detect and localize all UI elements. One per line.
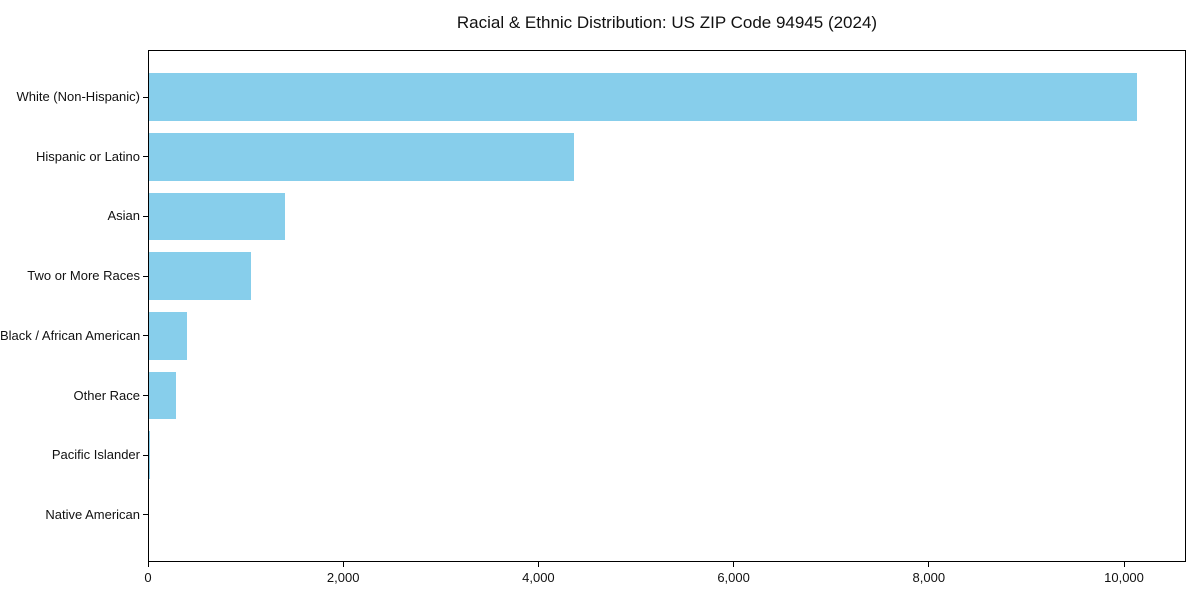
bar-black-african-american [149, 311, 188, 360]
bar-hispanic-or-latino [149, 132, 575, 181]
x-tick [147, 562, 149, 567]
y-tick [143, 275, 148, 277]
y-tick [143, 215, 148, 217]
bar-white-non-hispanic [149, 73, 1137, 121]
y-tick [143, 335, 148, 337]
y-tick-label: White (Non-Hispanic) [16, 89, 140, 105]
y-tick [143, 156, 148, 158]
y-tick-label: Black / African American [0, 327, 141, 343]
plot-area [148, 50, 1186, 562]
bar-other-race [149, 371, 176, 420]
y-tick [143, 96, 148, 98]
bar-asian [149, 192, 286, 241]
y-tick [143, 514, 148, 516]
bar-two-or-more-races [149, 252, 251, 301]
y-tick [143, 454, 148, 456]
x-tick [1123, 562, 1125, 567]
y-tick [143, 395, 148, 396]
x-tick-label: 8,000 [912, 570, 946, 585]
x-tick [928, 562, 930, 567]
x-tick-label: 0 [144, 570, 152, 585]
y-tick-label: Asian [107, 208, 140, 224]
y-tick-label: Other Race [73, 387, 140, 403]
x-tick-label: 6,000 [717, 570, 750, 585]
y-tick-label: Two or More Races [27, 268, 140, 284]
x-tick-label: 4,000 [522, 570, 555, 585]
x-tick-label: 10,000 [1104, 570, 1144, 585]
y-tick-label: Pacific Islander [51, 447, 140, 463]
chart-title: Racial & Ethnic Distribution: US ZIP Cod… [456, 13, 878, 32]
x-tick [537, 562, 539, 567]
x-tick [342, 562, 344, 567]
y-tick-label: Hispanic or Latino [35, 148, 140, 164]
x-tick-label: 2,000 [326, 570, 360, 585]
y-tick-label: Native American [45, 506, 140, 522]
x-tick [733, 562, 735, 567]
